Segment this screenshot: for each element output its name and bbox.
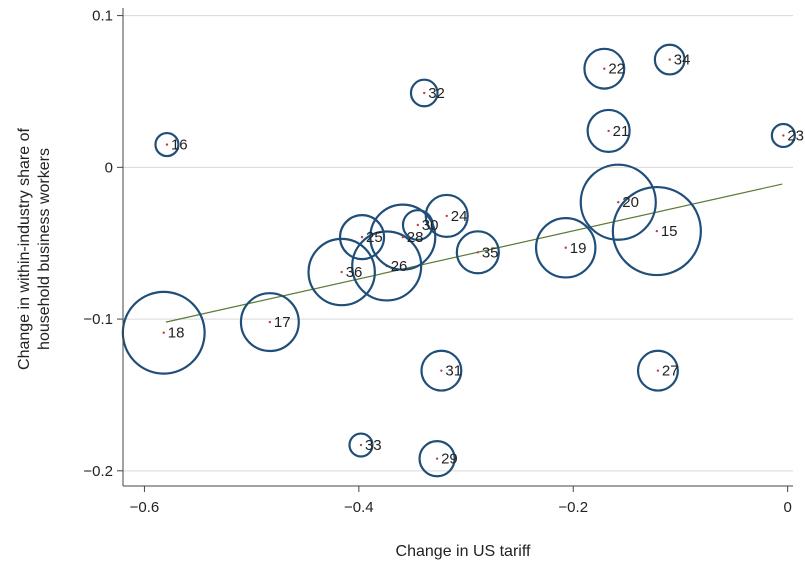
point-label-22: 22 [608,61,625,78]
point-label-28: 28 [407,229,424,246]
x-tick-label-0: −0.6 [130,499,160,516]
point-22 [603,67,606,70]
bubble-26 [351,230,423,302]
bubble-22 [583,47,626,90]
bubble-16 [154,131,180,158]
y-axis-title-line-1: Change in within-industry share of [16,127,33,369]
y-tick-label-3: 0.1 [92,8,113,25]
point-label-19: 19 [570,240,587,257]
point-label-21: 21 [613,123,630,140]
y-tick-label-0: −0.2 [83,463,113,480]
point-17 [268,320,272,324]
bubble-21 [586,108,631,153]
point-label-33: 33 [365,437,382,454]
point-label-23: 23 [787,127,804,144]
point-27 [656,369,660,372]
point-28 [401,235,404,239]
point-33 [359,443,363,447]
bubble-31 [420,349,463,392]
point-20 [617,201,620,204]
point-label-27: 27 [662,363,679,380]
bubbles [121,43,796,478]
bubble-36 [307,237,376,307]
bubble-15 [611,185,702,277]
point-25 [360,235,364,239]
bubble-30 [401,209,434,241]
point-30 [416,223,419,227]
bubble-20 [579,163,657,241]
point-label-30: 30 [422,217,439,234]
bubble-27 [636,349,679,392]
point-19 [564,246,567,249]
bubble-28 [369,203,437,271]
point-32 [423,91,426,95]
x-tick-label-2: −0.2 [558,499,588,516]
point-label-24: 24 [451,208,468,225]
bubble-32 [409,78,439,108]
point-labels: 15 16 17 18 19 20 21 22 23 24 25 26 27 28 29 30 31 32 33 34… [168,52,804,468]
y-tick-label-2: 0 [105,159,113,176]
gridlines [123,15,793,472]
point-label-31: 31 [445,363,462,380]
point-label-18: 18 [168,325,185,342]
point-label-26: 26 [391,258,408,275]
point-label-25: 25 [366,229,383,246]
bubble-19 [534,216,597,279]
point-label-17: 17 [274,314,291,331]
point-15 [655,229,659,233]
point-21 [607,129,610,133]
bubble-24 [424,193,469,238]
point-label-36: 36 [346,264,363,281]
point-16 [165,143,169,146]
point-label-29: 29 [441,451,458,468]
y-tick-label-1: −0.1 [83,311,113,328]
point-label-34: 34 [674,52,691,69]
point-34 [668,58,671,61]
bubble-35 [455,230,500,275]
bubble-29 [418,440,456,478]
point-label-15: 15 [661,223,678,240]
fit-line [165,183,783,323]
bubble-23 [770,122,796,149]
y-axis-title: Change in within-industry share of house… [16,127,53,369]
point-31 [440,369,443,372]
axes [122,8,793,487]
point-36 [340,270,343,274]
bubble-33 [348,432,374,458]
x-tick-label-3: 0 [783,499,791,516]
bubble-17 [239,292,300,353]
point-label-16: 16 [171,137,188,154]
point-24 [445,214,448,218]
x-ticks: −0.6 −0.4 −0.2 0 [130,486,792,516]
point-23 [782,134,785,137]
y-ticks: −0.2 −0.1 0 0.1 [83,8,123,480]
point-18 [162,331,165,334]
point-35 [476,251,480,254]
point-29 [435,457,439,460]
point-label-20: 20 [622,194,639,211]
x-axis-title: Change in US tariff [396,543,531,560]
bubble-25 [338,214,386,261]
x-tick-label-1: −0.4 [344,499,374,516]
bubble-34 [653,43,686,76]
y-axis-title-line-2: household business workers [36,148,53,350]
point-label-35: 35 [482,244,499,261]
point-label-32: 32 [428,85,445,102]
